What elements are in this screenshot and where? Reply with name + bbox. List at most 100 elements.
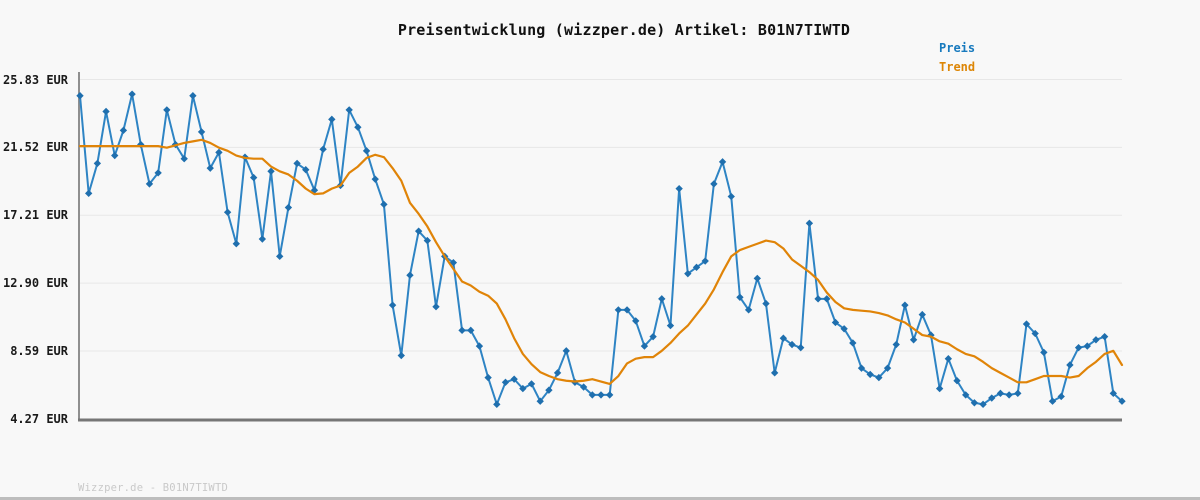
price-marker [788, 340, 796, 349]
price-marker [145, 180, 154, 188]
price-marker [319, 145, 327, 153]
price-marker [953, 377, 961, 385]
price-marker [406, 271, 414, 279]
price-marker [701, 257, 709, 265]
price-marker [1074, 343, 1083, 352]
price-marker [640, 342, 649, 350]
price-marker [883, 364, 892, 372]
price-marker [1057, 392, 1065, 401]
price-marker [1022, 320, 1031, 328]
price-marker [649, 332, 657, 341]
price-marker [501, 378, 510, 386]
trend-series-line [78, 138, 1124, 385]
price-marker [736, 293, 744, 301]
price-marker [875, 373, 883, 382]
price-marker [857, 364, 866, 372]
price-marker [223, 208, 232, 216]
price-marker [770, 369, 779, 377]
watermark-text: Wizzper.de - B01N7TIWTD [78, 482, 228, 494]
price-series-line [79, 93, 1123, 406]
price-marker [432, 303, 440, 311]
price-marker [302, 166, 310, 174]
price-marker [380, 200, 388, 209]
legend-label-preis: Preis [939, 41, 976, 55]
price-marker [762, 299, 770, 308]
price-marker [866, 370, 874, 379]
price-marker [779, 334, 788, 342]
price-marker [527, 380, 536, 388]
price-marker [727, 192, 735, 201]
price-marker [814, 295, 822, 303]
price-marker [1066, 361, 1074, 369]
price-marker [1005, 391, 1013, 399]
price-marker [493, 400, 501, 409]
y-tick-label: 12.90 EUR [2, 276, 68, 291]
price-marker [935, 384, 944, 393]
price-marker [197, 128, 206, 136]
price-marker [475, 342, 484, 350]
price-marker [962, 391, 970, 399]
price-marker [215, 148, 223, 157]
price-marker [553, 369, 562, 377]
price-marker [206, 164, 214, 172]
price-marker [623, 306, 631, 314]
price-marker [831, 318, 840, 327]
price-marker [988, 394, 996, 402]
price-marker [484, 373, 492, 382]
price-marker [93, 159, 102, 168]
price-marker [189, 92, 197, 100]
price-marker [362, 147, 371, 155]
price-marker [232, 240, 240, 248]
price-marker [909, 336, 918, 344]
price-marker [397, 351, 405, 360]
price-marker [1014, 389, 1022, 398]
price-marker [163, 106, 171, 114]
price-marker [892, 340, 900, 349]
price-marker [840, 325, 848, 333]
y-tick-label: 25.83 EUR [2, 72, 68, 87]
price-marker [918, 310, 926, 319]
price-marker [467, 326, 475, 335]
price-marker [1083, 342, 1091, 350]
price-marker [666, 321, 675, 330]
price-marker [614, 306, 623, 314]
price-marker [76, 92, 84, 100]
price-marker [970, 399, 979, 407]
price-marker [180, 155, 188, 163]
price-marker [597, 391, 605, 399]
price-marker [692, 263, 701, 272]
price-marker [753, 274, 761, 283]
price-marker [128, 90, 136, 98]
price-marker [284, 203, 293, 212]
price-marker [85, 189, 93, 198]
price-marker [606, 391, 614, 399]
price-marker [258, 235, 267, 243]
chart-title: Preisentwicklung (wizzper.de) Artikel: B… [397, 21, 851, 39]
price-marker [414, 227, 423, 235]
y-tick-label: 21.52 EUR [2, 140, 68, 155]
price-marker [328, 115, 336, 124]
price-marker [276, 252, 284, 261]
price-marker [675, 184, 683, 193]
y-tick-label: 4.27 EUR [10, 412, 68, 426]
y-tick-label: 17.21 EUR [2, 208, 68, 223]
price-marker [458, 326, 466, 335]
price-marker [588, 391, 596, 399]
price-marker [658, 295, 666, 303]
price-marker [388, 301, 397, 309]
price-marker [119, 126, 128, 135]
legend-label-trend: Trend [939, 60, 976, 74]
price-marker [536, 397, 544, 405]
price-marker [354, 123, 362, 131]
price-marker [371, 175, 379, 183]
price-marker [267, 167, 275, 175]
price-marker [579, 383, 588, 391]
price-marker [944, 355, 953, 363]
price-marker [718, 158, 727, 166]
price-marker [805, 219, 814, 227]
price-marker [1031, 329, 1039, 338]
price-marker [1048, 397, 1057, 405]
price-marker [519, 384, 527, 393]
